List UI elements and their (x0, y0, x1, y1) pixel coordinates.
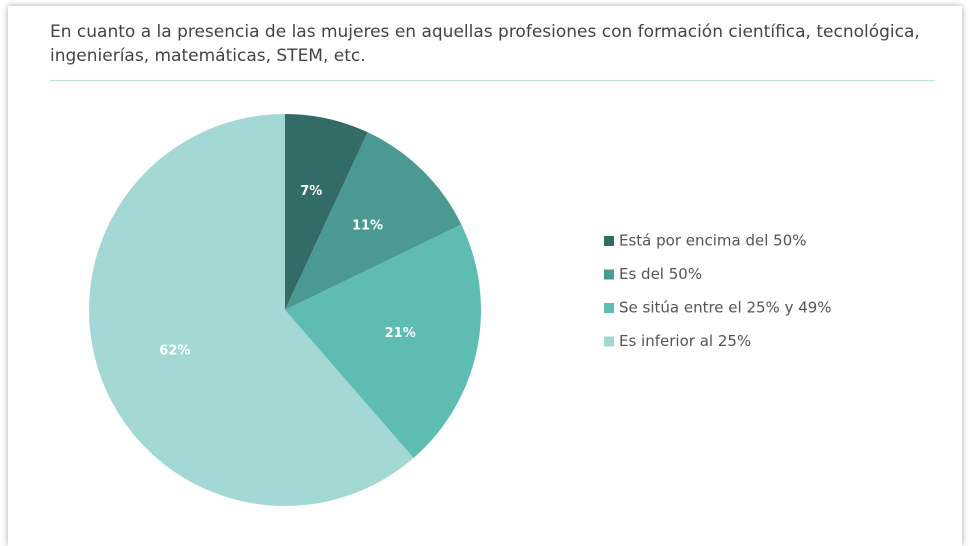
data-label: 11% (352, 219, 383, 234)
pie-slice (88, 114, 414, 506)
legend-swatch (604, 269, 614, 280)
legend-label: Es del 50% (619, 265, 702, 283)
legend-swatch (604, 336, 614, 347)
pie-slice (285, 132, 462, 310)
legend-label: Está por encima del 50% (619, 232, 807, 250)
chart: 7% 11% 21% 62% Está por encima del 50% Es del… (88, 114, 832, 506)
pie-slice (285, 114, 368, 310)
legend-swatch (604, 236, 614, 246)
chart-title: En cuanto a la presencia de las mujeres … (50, 22, 920, 66)
pie-slice (285, 224, 481, 458)
data-label: 62% (159, 344, 190, 359)
data-label: 21% (385, 326, 416, 341)
separator (50, 80, 935, 81)
legend-label: Se sitúa entre el 25% y 49% (619, 299, 832, 317)
legend-label: Es inferior al 25% (619, 332, 751, 350)
legend-swatch (604, 303, 614, 313)
data-label: 7% (300, 184, 322, 199)
